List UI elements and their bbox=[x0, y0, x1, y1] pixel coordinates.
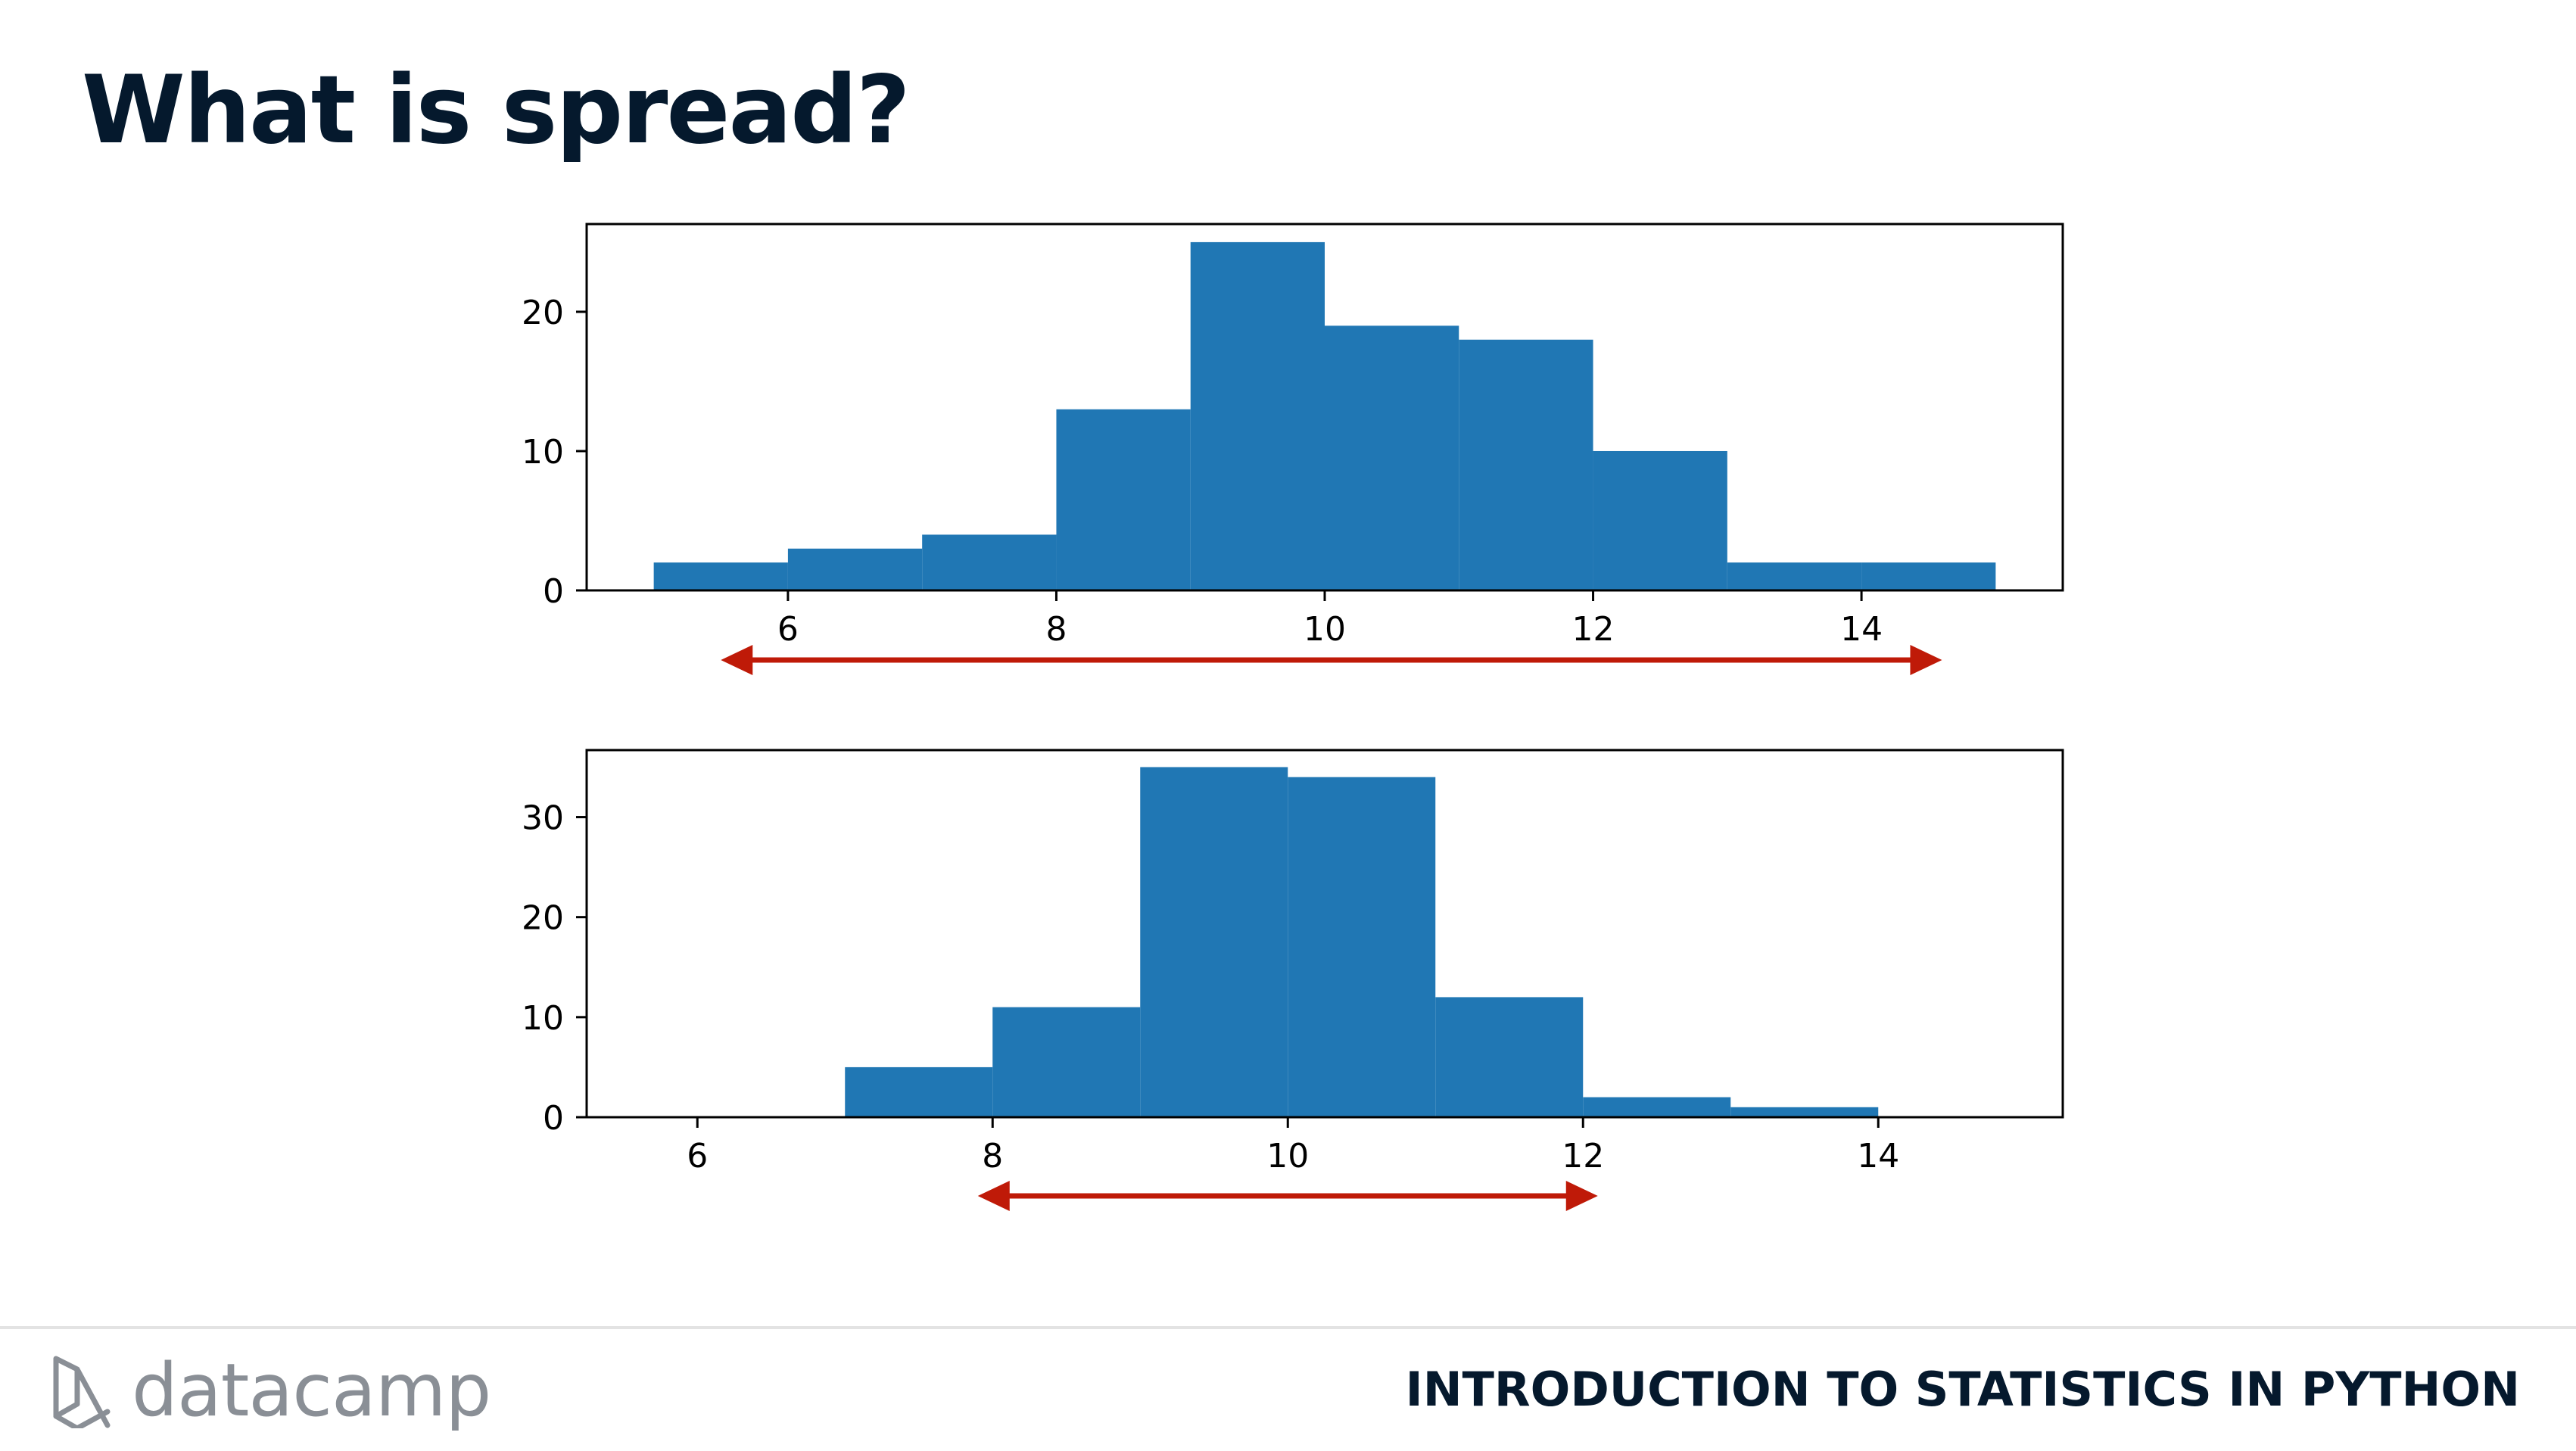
x-tick-label: 8 bbox=[1045, 610, 1067, 649]
axes-frame bbox=[585, 749, 2064, 1119]
histogram-bar bbox=[1459, 339, 1593, 590]
y-tick-label: 20 bbox=[522, 899, 564, 938]
histogram-bottom: 6 8 10 12 14 0 10 20 30 bbox=[522, 749, 2064, 1211]
histogram-bar bbox=[1288, 777, 1436, 1117]
histogram-bar bbox=[1325, 325, 1459, 590]
histogram-bar bbox=[1593, 450, 1727, 590]
histogram-bar bbox=[845, 1066, 993, 1117]
footer-divider bbox=[0, 1326, 2576, 1329]
x-tick-label: 12 bbox=[1572, 610, 1615, 649]
course-name: INTRODUCTION TO STATISTICS IN PYTHON bbox=[1405, 1362, 2520, 1417]
spread-arrow-head-right bbox=[1910, 645, 1942, 675]
histogram-bar bbox=[1861, 562, 1996, 590]
slide-title: What is spread? bbox=[82, 56, 911, 165]
histogram-bar bbox=[787, 548, 923, 590]
y-tick-label: 0 bbox=[543, 572, 564, 611]
datacamp-logo-icon bbox=[53, 1356, 111, 1428]
y-tick-label: 10 bbox=[522, 999, 564, 1038]
histogram-bar bbox=[1435, 997, 1584, 1117]
y-tick-label: 0 bbox=[543, 1099, 564, 1138]
histogram-bar bbox=[1056, 409, 1191, 590]
x-tick-label: 10 bbox=[1304, 610, 1346, 649]
x-tick-label: 14 bbox=[1840, 610, 1883, 649]
datacamp-logo: datacamp bbox=[51, 1349, 491, 1432]
y-tick-label: 30 bbox=[522, 799, 564, 838]
histogram-bar bbox=[1727, 562, 1862, 590]
x-tick-label: 6 bbox=[777, 610, 799, 649]
logo-text: datacamp bbox=[132, 1348, 491, 1433]
histogram-bar bbox=[1190, 241, 1325, 590]
spread-arrow-head-left bbox=[977, 1181, 1010, 1211]
y-tick-label: 20 bbox=[522, 294, 564, 332]
x-tick-label: 12 bbox=[1562, 1137, 1604, 1175]
histogram-bar bbox=[653, 562, 788, 590]
y-tick-label: 10 bbox=[522, 433, 564, 472]
x-tick-label: 8 bbox=[982, 1137, 1003, 1175]
spread-arrow-head-right bbox=[1565, 1181, 1598, 1211]
histogram-bar bbox=[1583, 1097, 1731, 1117]
histogram-bar bbox=[992, 1007, 1141, 1117]
spread-arrow-head-left bbox=[721, 645, 753, 675]
histogram-bar bbox=[1730, 1107, 1879, 1117]
histogram-bar bbox=[1140, 767, 1288, 1117]
histogram-top: 6 8 10 12 14 0 10 20 bbox=[522, 223, 2064, 675]
x-tick-label: 14 bbox=[1857, 1137, 1899, 1175]
x-tick-label: 10 bbox=[1266, 1137, 1309, 1175]
histogram-bar bbox=[922, 534, 1057, 590]
x-tick-label: 6 bbox=[687, 1137, 708, 1175]
